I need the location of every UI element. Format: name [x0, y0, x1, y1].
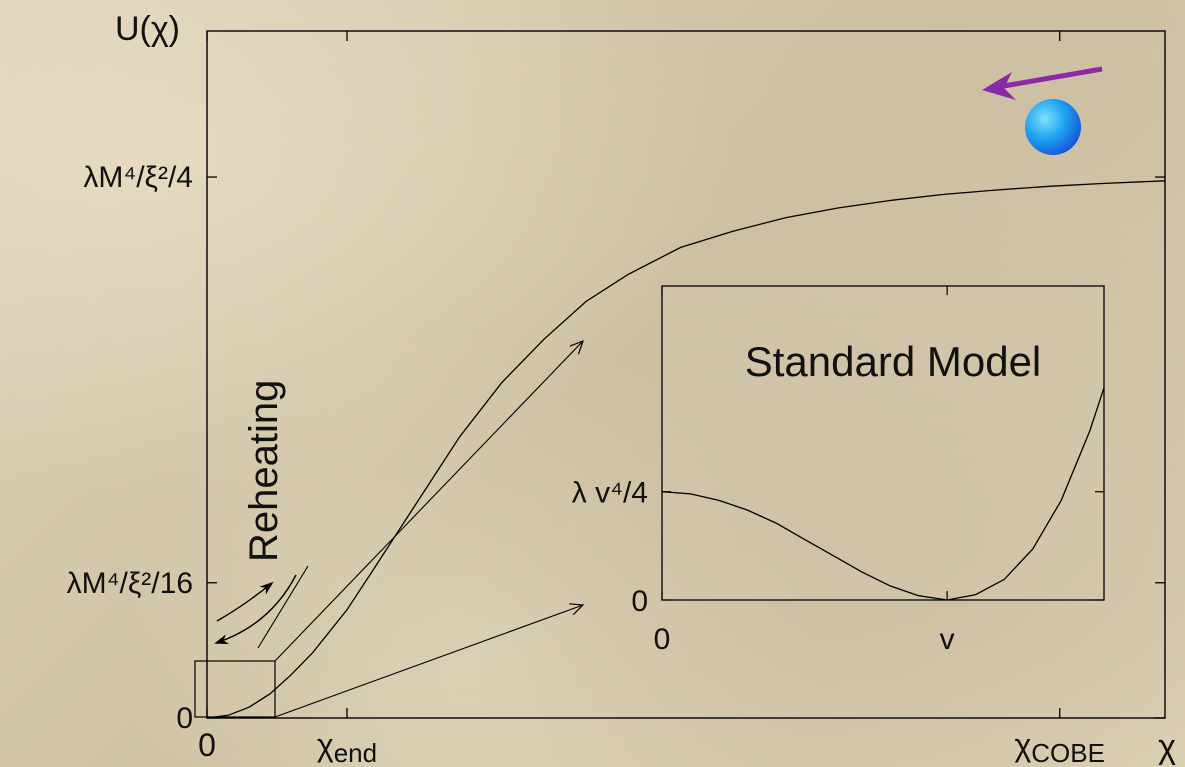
- motion-arrow-head: [982, 72, 1016, 100]
- zoom-box: [194, 660, 276, 718]
- main-potential-curve: [206, 180, 1166, 719]
- inset-x-tick-label: v: [940, 623, 955, 656]
- y-tick-label: λM⁴/ξ²/4: [83, 161, 193, 194]
- inset-potential-curve: [661, 387, 1105, 601]
- x-axis-label: χ: [1158, 728, 1176, 766]
- x-tick-label: 0: [198, 727, 216, 763]
- reheating-arrow-up: [216, 581, 274, 622]
- motion-arrow: [997, 66, 1103, 90]
- inset-y-tick-label: λ v⁴/4: [572, 477, 648, 510]
- y-axis-label: U(χ): [115, 10, 180, 48]
- reheating-arrow-down: [214, 574, 297, 644]
- main-ticks: 0 λM⁴/ξ²/16 λM⁴/ξ²/4 0 χend χCOBE: [67, 31, 1165, 767]
- inset-x-tick-label: 0: [654, 623, 671, 656]
- inset-title: Standard Model: [745, 338, 1042, 385]
- inset-frame: [661, 285, 1105, 601]
- plot-frame: [206, 30, 1166, 719]
- inset-y-tick-label: 0: [631, 585, 648, 618]
- x-tick-label: χCOBE: [1014, 727, 1104, 767]
- reheating-guide-line: [257, 565, 309, 649]
- y-tick-label: λM⁴/ξ²/16: [67, 567, 193, 600]
- x-tick-label: χend: [317, 727, 377, 767]
- reheating-label: Reheating: [242, 380, 286, 562]
- inset-ticks: 0 λ v⁴/4 0 v: [572, 286, 1104, 656]
- zoom-arrow-lower: [274, 605, 583, 718]
- rolling-ball-icon: [1025, 99, 1081, 155]
- y-tick-label: 0: [176, 702, 193, 735]
- zoom-arrow-upper: [274, 341, 583, 662]
